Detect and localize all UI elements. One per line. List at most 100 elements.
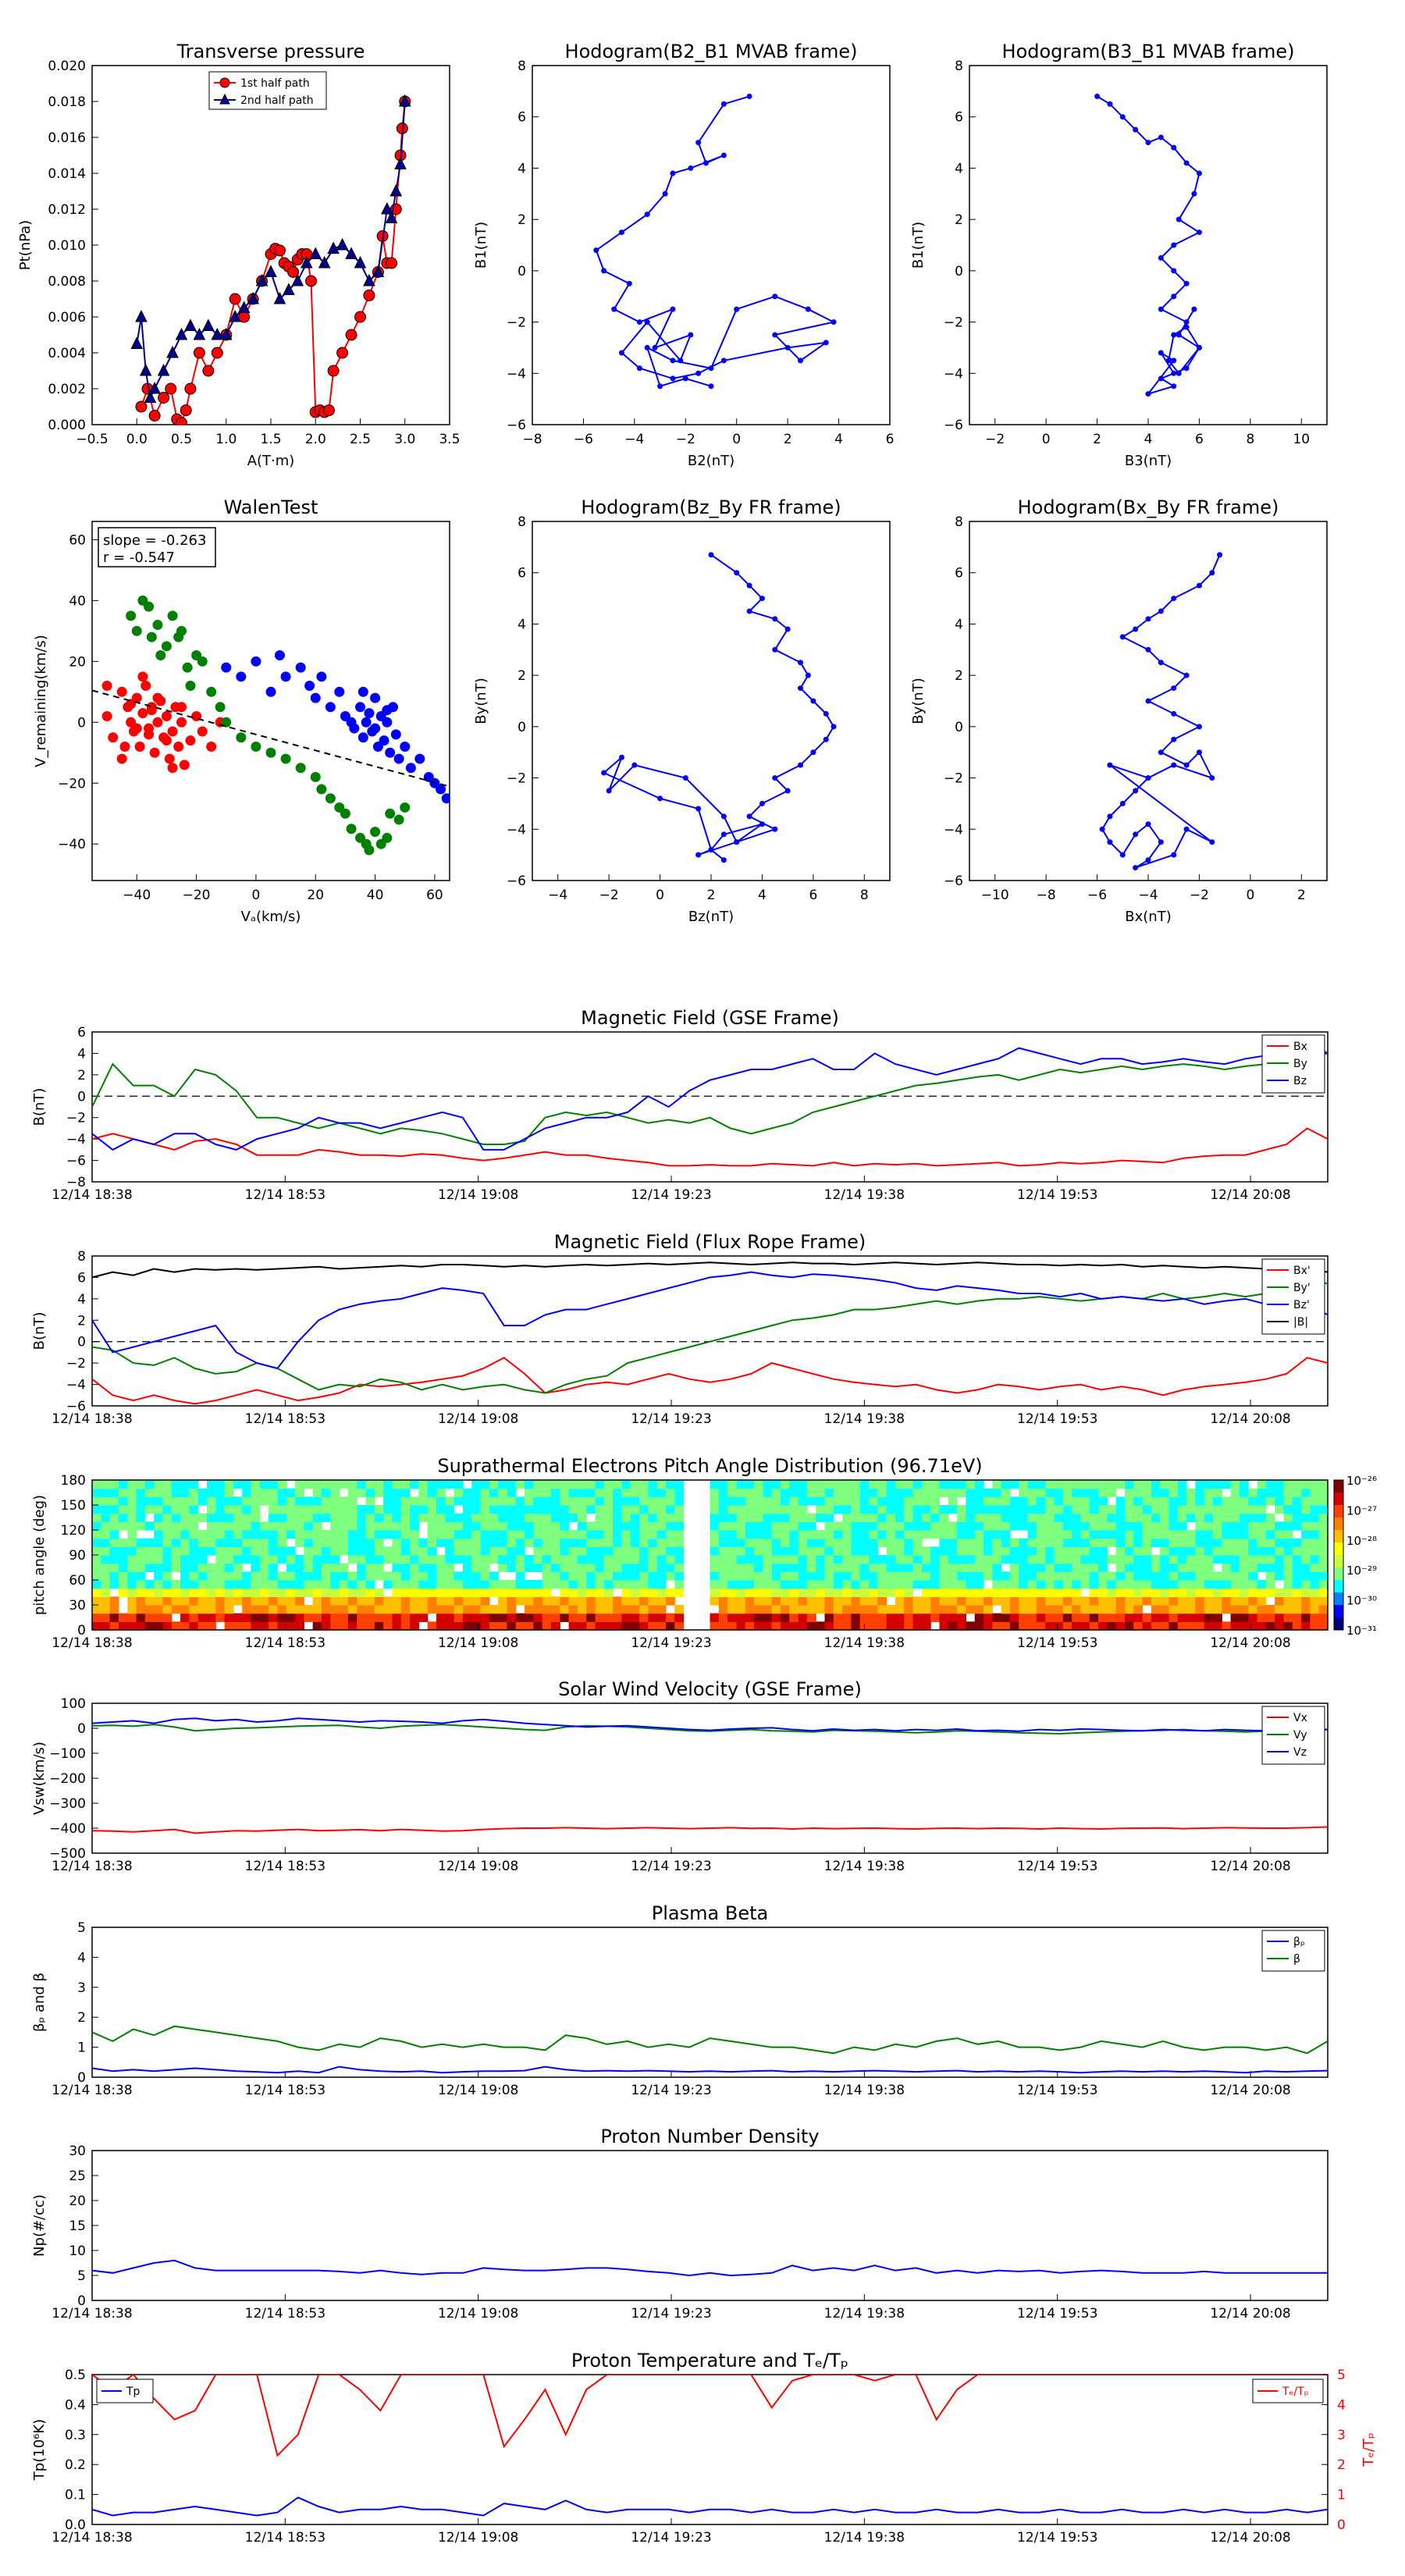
- heatmap-cell: [851, 1605, 861, 1614]
- heatmap-cell: [1062, 1521, 1072, 1531]
- heatmap-cell: [259, 1605, 269, 1614]
- data-marker: [287, 266, 300, 278]
- heatmap-cell: [1168, 1555, 1179, 1564]
- heatmap-cell: [1089, 1555, 1099, 1564]
- heatmap-cell: [321, 1513, 331, 1522]
- heatmap-cell: [180, 1521, 190, 1531]
- heatmap-cell: [736, 1588, 746, 1597]
- heatmap-cell: [339, 1538, 349, 1547]
- heatmap-cell: [1054, 1605, 1064, 1614]
- heatmap-cell: [277, 1505, 287, 1514]
- heatmap-cell: [851, 1538, 861, 1547]
- heatmap-cell: [630, 1580, 640, 1589]
- heatmap-cell: [242, 1480, 252, 1489]
- heatmap-cell: [330, 1571, 340, 1581]
- scatter-point: [349, 723, 360, 734]
- heatmap-cell: [295, 1613, 304, 1622]
- heatmap-cell: [436, 1605, 446, 1614]
- heatmap-cell: [974, 1596, 984, 1606]
- heatmap-cell: [162, 1480, 173, 1489]
- data-marker: [695, 370, 702, 376]
- heatmap-cell: [745, 1621, 755, 1631]
- heatmap-cell: [347, 1605, 357, 1614]
- heatmap-cell: [1186, 1505, 1196, 1514]
- heatmap-cell: [1036, 1571, 1046, 1581]
- heatmap-cell: [462, 1538, 472, 1547]
- heatmap-cell: [1045, 1496, 1055, 1506]
- x-tick-label: 40: [367, 888, 384, 903]
- heatmap-cell: [595, 1555, 605, 1564]
- scatter-point: [137, 708, 148, 719]
- heatmap-cell: [754, 1555, 763, 1564]
- heatmap-cell: [427, 1488, 437, 1497]
- heatmap-cell: [648, 1613, 658, 1622]
- heatmap-cell: [816, 1538, 826, 1547]
- data-marker: [662, 190, 668, 197]
- y-tick-label: 0: [77, 715, 86, 731]
- heatmap-cell: [1072, 1521, 1081, 1531]
- heatmap-cell: [833, 1538, 843, 1547]
- heatmap-cell: [745, 1596, 755, 1606]
- y-tick-label: 0.000: [48, 418, 86, 433]
- heatmap-cell: [763, 1530, 773, 1539]
- heatmap-cell: [259, 1613, 269, 1622]
- heatmap-cell: [1265, 1621, 1275, 1631]
- heatmap-cell: [171, 1505, 181, 1514]
- chart-title: Transverse pressure: [176, 41, 365, 62]
- heatmap-cell: [1301, 1605, 1311, 1614]
- heatmap-cell: [789, 1588, 799, 1597]
- data-marker: [211, 327, 224, 340]
- heatmap-cell: [1213, 1555, 1222, 1564]
- y-tick-label: 30: [69, 1598, 86, 1614]
- y-tick-label: 1: [1337, 2488, 1346, 2503]
- data-marker: [1145, 857, 1151, 863]
- heatmap-cell: [912, 1538, 923, 1547]
- heatmap-cell: [1142, 1505, 1152, 1514]
- y-tick-label: 4: [955, 617, 963, 632]
- y-tick-label: 0: [77, 1089, 86, 1105]
- heatmap-cell: [674, 1496, 685, 1506]
- heatmap-cell: [895, 1496, 905, 1506]
- data-marker: [219, 327, 233, 340]
- heatmap-cell: [489, 1521, 499, 1531]
- heatmap-cell: [118, 1546, 128, 1556]
- heatmap-cell: [1080, 1488, 1090, 1497]
- heatmap-cell: [1248, 1613, 1258, 1622]
- heatmap-cell: [674, 1588, 685, 1597]
- heatmap-cell: [269, 1538, 279, 1547]
- heatmap-cell: [454, 1588, 464, 1597]
- heatmap-cell: [101, 1588, 111, 1597]
- y-axis-label: By(nT): [473, 678, 489, 724]
- heatmap-cell: [410, 1596, 419, 1606]
- heatmap-cell: [480, 1555, 490, 1564]
- heatmap-cell: [1054, 1480, 1064, 1489]
- heatmap-cell: [269, 1571, 279, 1581]
- heatmap-cell: [242, 1580, 252, 1589]
- heatmap-cell: [1318, 1530, 1329, 1539]
- heatmap-cell: [427, 1513, 437, 1522]
- heatmap-cell: [180, 1496, 190, 1506]
- heatmap-cell: [92, 1555, 101, 1564]
- heatmap-cell: [1107, 1530, 1117, 1539]
- data-marker: [759, 800, 765, 806]
- data-marker: [1171, 685, 1177, 692]
- heatmap-cell: [1292, 1546, 1302, 1556]
- heatmap-cell: [154, 1605, 164, 1614]
- scatter-point: [346, 824, 357, 834]
- heatmap-cell: [718, 1596, 728, 1606]
- heatmap-cell: [127, 1571, 137, 1581]
- heatmap-cell: [136, 1621, 146, 1631]
- heatmap-cell: [1301, 1621, 1311, 1631]
- heatmap-cell: [136, 1480, 146, 1489]
- heatmap-cell: [471, 1596, 482, 1606]
- data-marker: [381, 201, 393, 215]
- scatter-point: [155, 650, 166, 661]
- heatmap-cell: [816, 1546, 826, 1556]
- heatmap-cell: [912, 1571, 923, 1581]
- heatmap-cell: [215, 1563, 226, 1572]
- heatmap-cell: [1283, 1480, 1293, 1489]
- heatmap-cell: [674, 1563, 685, 1572]
- fit-line: [92, 689, 450, 788]
- heatmap-cell: [1160, 1571, 1170, 1581]
- x-tick-label: 12/14 19:23: [631, 1411, 711, 1427]
